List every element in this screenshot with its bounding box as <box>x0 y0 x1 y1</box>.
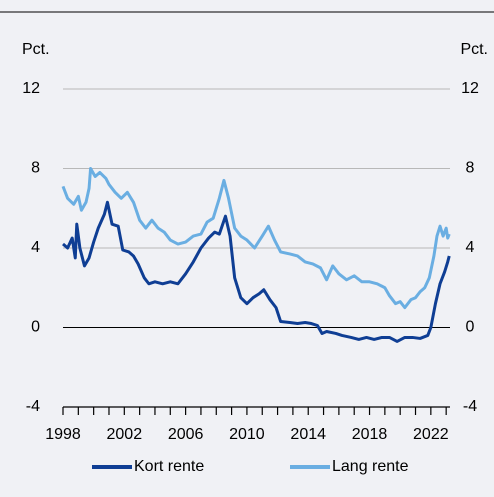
legend-label: Lang rente <box>332 458 409 475</box>
x-tick-label: 1998 <box>45 426 81 443</box>
x-tick-label: 2002 <box>107 426 143 443</box>
y-tick-label: 0 <box>31 319 40 336</box>
x-tick-label: 2014 <box>290 426 326 443</box>
series-line <box>62 200 451 343</box>
x-tick-label: 2022 <box>413 426 449 443</box>
y-tick-label: 4 <box>31 239 40 256</box>
legend-label: Kort rente <box>134 458 204 475</box>
y2-tick-label: 0 <box>466 319 475 336</box>
y-axis-label: Pct. <box>22 41 50 58</box>
x-tick-label: 2018 <box>352 426 388 443</box>
y2-tick-label: 4 <box>466 239 475 256</box>
y-tick-label: 12 <box>22 80 40 97</box>
x-tick-label: 2006 <box>168 426 204 443</box>
series-line <box>61 167 451 310</box>
y-tick-label: 8 <box>31 160 40 177</box>
x-tick-label: 2010 <box>229 426 265 443</box>
y-tick-label: -4 <box>26 398 40 415</box>
y2-tick-label: -4 <box>463 398 477 415</box>
y2-tick-label: 12 <box>461 80 479 97</box>
y2-tick-label: 8 <box>466 160 475 177</box>
y2-axis-label: Pct. <box>460 41 488 58</box>
